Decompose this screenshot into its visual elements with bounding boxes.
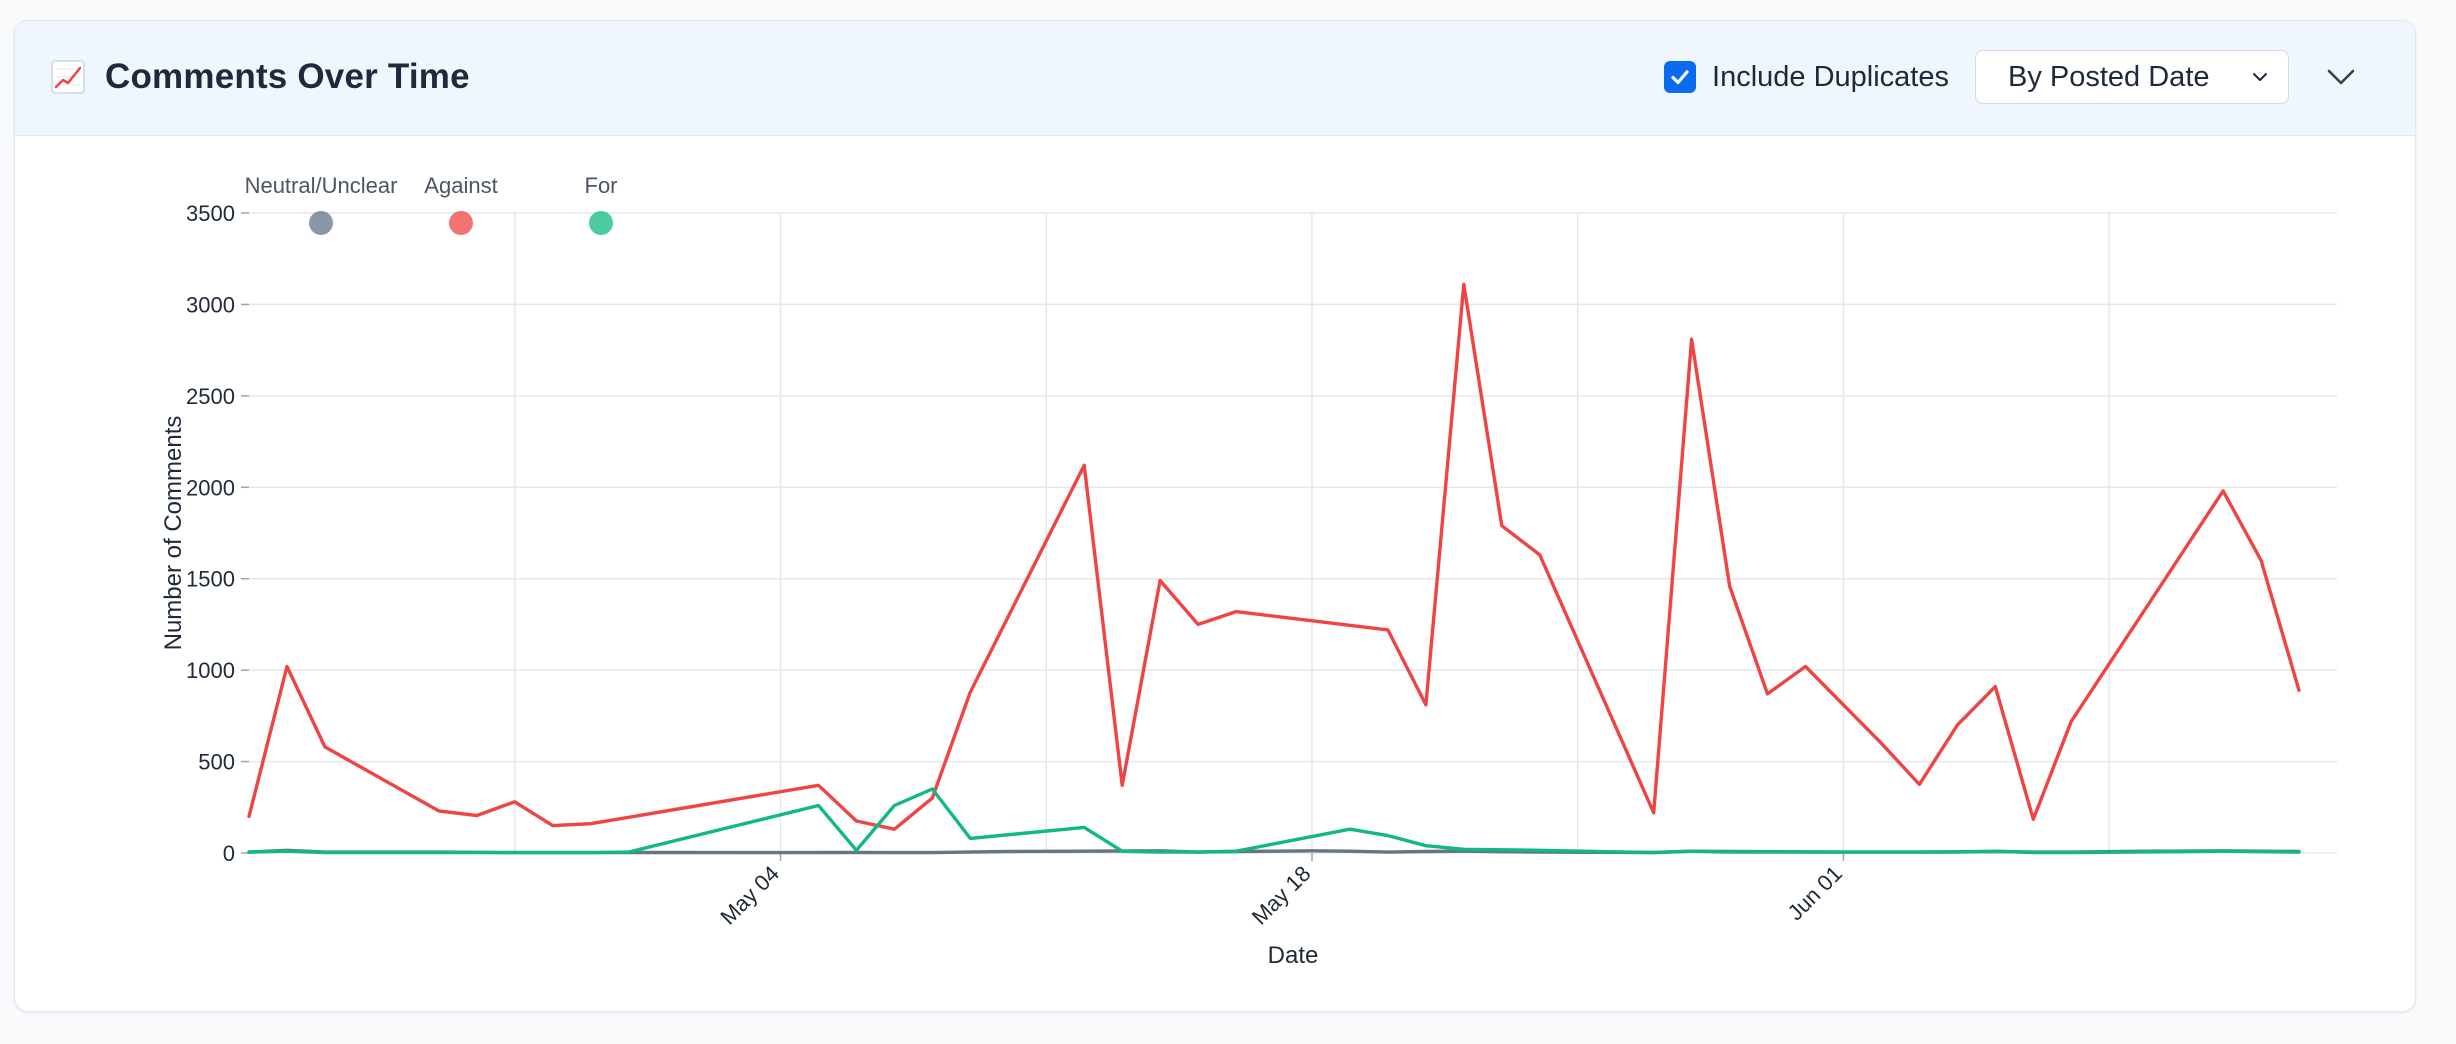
- y-tick-label: 1500: [186, 567, 235, 592]
- include-duplicates-label[interactable]: Include Duplicates: [1712, 60, 1949, 93]
- line-chart: 0 500 1000 1500 2000 2500 3000 3500 May 04 May 1…: [160, 173, 2337, 969]
- chart-legend: Neutral/Unclear Against For: [245, 173, 618, 235]
- legend-swatch: [309, 211, 333, 235]
- chart-increasing-icon: [51, 60, 85, 94]
- x-axis-title: Date: [1268, 942, 1319, 969]
- legend-swatch: [589, 211, 613, 235]
- page-title: Comments Over Time: [105, 57, 470, 96]
- header-controls: Include Duplicates By Posted Date: [1664, 50, 2361, 104]
- comments-over-time-card: Comments Over Time Include Duplicates By…: [14, 20, 2416, 1012]
- chevron-down-icon: [2327, 69, 2355, 85]
- y-tick-label: 2500: [186, 384, 235, 409]
- y-axis-title: Number of Comments: [160, 416, 187, 651]
- legend-label: For: [585, 173, 618, 198]
- chart-grid: [249, 212, 2337, 854]
- checkmark-icon: [1671, 70, 1689, 85]
- select-chevron-down-icon: [2253, 73, 2267, 81]
- series-line-against: [247, 282, 2301, 831]
- chart-series: [247, 282, 2301, 855]
- sort-select-value: By Posted Date: [2008, 60, 2210, 93]
- x-tick-label: May 04: [715, 861, 784, 930]
- y-tick-label: 3500: [186, 201, 235, 226]
- collapse-button[interactable]: [2321, 57, 2361, 97]
- legend-label: Against: [424, 173, 497, 198]
- y-tick-label: 3000: [186, 292, 235, 317]
- y-axis-ticks: 0 500 1000 1500 2000 2500 3000 3500: [186, 201, 249, 866]
- y-tick-label: 2000: [186, 475, 235, 500]
- title-group: Comments Over Time: [51, 57, 470, 97]
- sort-select[interactable]: By Posted Date: [1975, 50, 2289, 104]
- legend-label: Neutral/Unclear: [245, 173, 398, 198]
- y-tick-label: 500: [198, 750, 235, 775]
- legend-swatch: [449, 211, 473, 235]
- card-header: Comments Over Time Include Duplicates By…: [15, 21, 2415, 136]
- include-duplicates-checkbox[interactable]: [1664, 61, 1697, 93]
- x-tick-label: Jun 01: [1783, 861, 1847, 925]
- x-tick-label: May 18: [1247, 861, 1316, 930]
- y-tick-label: 1000: [186, 658, 235, 683]
- y-tick-label: 0: [223, 841, 235, 866]
- series-line-for: [247, 787, 2301, 855]
- x-axis-ticks: May 04 May 18 Jun 01: [715, 853, 1847, 930]
